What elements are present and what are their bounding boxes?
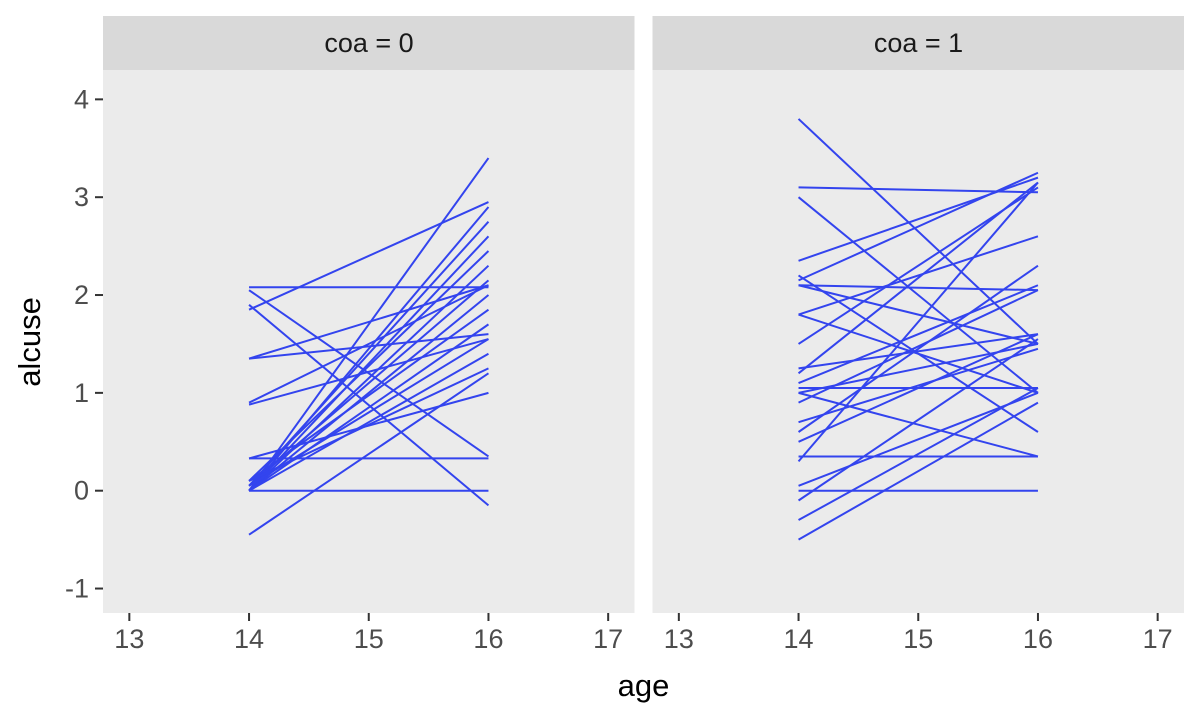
trajectory-line (797, 181, 1039, 375)
x-tick-label: 16 (473, 624, 503, 654)
y-tick-label: 3 (74, 182, 89, 212)
y-tick-label: 1 (74, 378, 89, 408)
trajectory-line (797, 181, 1039, 463)
trajectory-line (248, 284, 489, 404)
x-tick-label: 15 (354, 624, 384, 654)
panel-background (103, 70, 635, 613)
trajectory-line (798, 387, 1039, 521)
facet-strip (103, 16, 635, 70)
x-tick-label: 14 (784, 624, 814, 654)
panel-background (652, 70, 1184, 613)
trajectory-line (797, 264, 1039, 433)
y-tick-label: -1 (65, 574, 89, 604)
trajectory-line (248, 250, 490, 482)
trajectory-line (798, 391, 1039, 487)
trajectory-line (248, 201, 489, 311)
trajectory-line (798, 235, 1039, 316)
trajectory-line (248, 157, 490, 492)
trajectory-line (248, 289, 490, 458)
y-tick-label: 4 (74, 84, 89, 114)
trajectory-line (798, 333, 1039, 443)
trajectory-line (248, 294, 490, 492)
trajectory-line (798, 171, 1039, 282)
trajectory-line (798, 289, 1039, 404)
trajectory-line (248, 372, 490, 536)
trajectory-line (797, 338, 1039, 502)
facet-strip (652, 16, 1184, 70)
x-tick-label: 17 (593, 624, 623, 654)
x-tick-label: 14 (234, 624, 264, 654)
trajectory-line (798, 333, 1039, 370)
x-tick-label: 13 (664, 624, 694, 654)
trajectory-line (798, 284, 1039, 385)
trajectory-line (797, 118, 1039, 345)
y-tick-label: 0 (74, 476, 89, 506)
trajectory-line (248, 304, 490, 507)
trajectory-line (248, 391, 489, 460)
trajectory-line (798, 284, 1038, 292)
x-tick-label: 17 (1143, 624, 1173, 654)
trajectory-line (798, 313, 1039, 394)
trajectory-line (798, 347, 1039, 424)
trajectory-line (798, 401, 1039, 541)
trajectory-line (248, 333, 489, 360)
x-tick-label: 13 (114, 624, 144, 654)
trajectory-line (798, 284, 1039, 345)
x-tick-label: 16 (1023, 624, 1053, 654)
trajectory-line (248, 284, 489, 360)
x-tick-label: 15 (903, 624, 933, 654)
y-tick-label: 2 (74, 280, 89, 310)
trajectory-line (248, 338, 489, 406)
trajectory-line (248, 352, 489, 492)
